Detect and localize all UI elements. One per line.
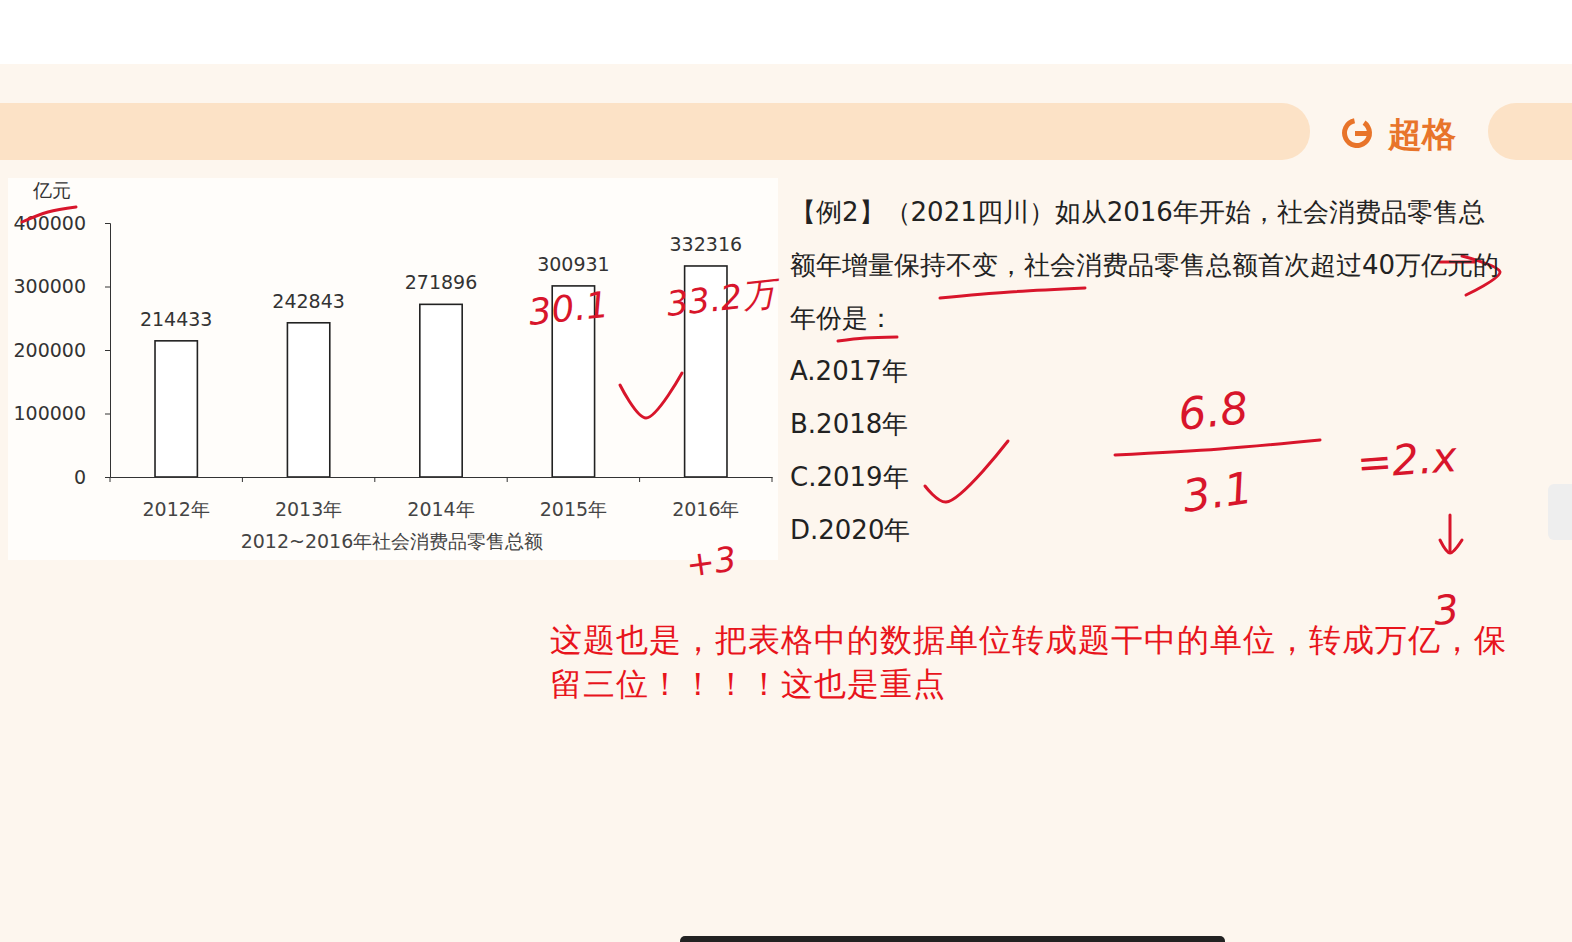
bar [420, 304, 462, 477]
handwritten-text: +3 [684, 538, 739, 585]
data-labels: 214433 242843 271896 300931 332316 [140, 233, 742, 330]
background [0, 0, 1572, 942]
y-tick: 0 [74, 466, 110, 488]
x-axis-line [111, 477, 773, 478]
x-separator [242, 477, 243, 482]
x-tick: 2012年 [143, 477, 210, 520]
x-axis: 2012年 2013年 2014年 2015年 2016年 [111, 477, 773, 520]
x-tick-label: 2016年 [672, 498, 739, 520]
chart-title: 2012~2016年社会消费品零售总额 [241, 530, 544, 552]
handwritten-text: 30.1 [527, 284, 611, 333]
header-band-right [1488, 103, 1572, 160]
option: A.2017年 [790, 345, 1510, 398]
option: B.2018年 [790, 398, 1510, 451]
progress-bar [680, 936, 1225, 942]
y-tick-label: 100000 [13, 402, 86, 424]
y-tick-mark [105, 350, 110, 351]
logo-icon [1342, 118, 1372, 148]
bar [287, 323, 329, 477]
top-strip [0, 0, 1572, 64]
handwritten-text: 3.1 [1179, 462, 1255, 522]
fraction-line [1115, 440, 1320, 455]
y-axis-line [105, 224, 111, 478]
option: D.2020年 [790, 504, 1510, 557]
note: 这题也是，把表格中的数据单位转成题干中的单位，转成万亿，保留三位！！！！这也是重… [550, 618, 1535, 706]
y-tick: 400000 [13, 212, 110, 234]
y-tick-label: 0 [74, 466, 86, 488]
x-tick: 2014年 [407, 477, 474, 520]
check-mark [620, 373, 682, 418]
chart: 0 100000 200000 300000 400000 2012年 2013年 2014年… [13, 179, 772, 552]
data-label: 271896 [405, 271, 478, 293]
y-tick-mark [105, 414, 110, 415]
x-tick-label: 2013年 [275, 498, 342, 520]
x-tick-label: 2012年 [143, 498, 210, 520]
handwritten-text: 6.8 [1176, 382, 1251, 440]
header-band [0, 103, 1310, 160]
underline [22, 207, 76, 222]
y-tick: 200000 [13, 339, 110, 361]
bars [155, 266, 727, 477]
y-tick-mark [105, 223, 110, 224]
x-separator [772, 477, 773, 482]
y-axis-label: 亿元 [32, 179, 71, 201]
data-label: 214433 [140, 308, 213, 330]
question-stem: 【例2】（2021四川）如从2016年开始，社会消费品零售总额年增量保持不变，社… [790, 186, 1510, 345]
handwritten-text: =2.x [1355, 432, 1459, 488]
y-tick-label: 200000 [13, 339, 86, 361]
chart-panel [8, 178, 778, 560]
data-label: 300931 [537, 253, 610, 275]
underline [838, 337, 897, 341]
data-label: 332316 [670, 233, 743, 255]
x-separator [374, 477, 375, 482]
x-tick: 2016年 [672, 477, 739, 520]
underline [940, 288, 1085, 298]
option: C.2019年 [790, 451, 1510, 504]
check-mark [925, 441, 1008, 502]
brand: 超格 [1387, 114, 1456, 154]
data-label: 242843 [272, 290, 345, 312]
y-tick-mark [105, 287, 110, 288]
logo-icon-bar [1355, 131, 1367, 136]
question: 【例2】（2021四川）如从2016年开始，社会消费品零售总额年增量保持不变，社… [790, 186, 1510, 557]
x-tick-label: 2014年 [407, 498, 474, 520]
x-separator [110, 477, 111, 482]
arrow-head [1440, 540, 1462, 553]
y-tick-label: 300000 [13, 275, 86, 297]
handwritten-text: 33.2万 [665, 272, 784, 324]
y-tick: 100000 [13, 402, 110, 424]
x-tick: 2013年 [275, 477, 342, 520]
x-tick: 2015年 [540, 477, 607, 520]
x-separators [110, 477, 772, 482]
bar [155, 341, 197, 477]
logo: 超格 [1342, 114, 1456, 154]
side-tab [1548, 484, 1572, 540]
y-tick: 300000 [13, 275, 110, 297]
x-tick-label: 2015年 [540, 498, 607, 520]
x-separator [507, 477, 508, 482]
arrow [1449, 515, 1452, 552]
x-separator [639, 477, 640, 482]
y-tick-mark [105, 477, 110, 478]
y-axis: 0 100000 200000 300000 400000 [13, 212, 110, 488]
